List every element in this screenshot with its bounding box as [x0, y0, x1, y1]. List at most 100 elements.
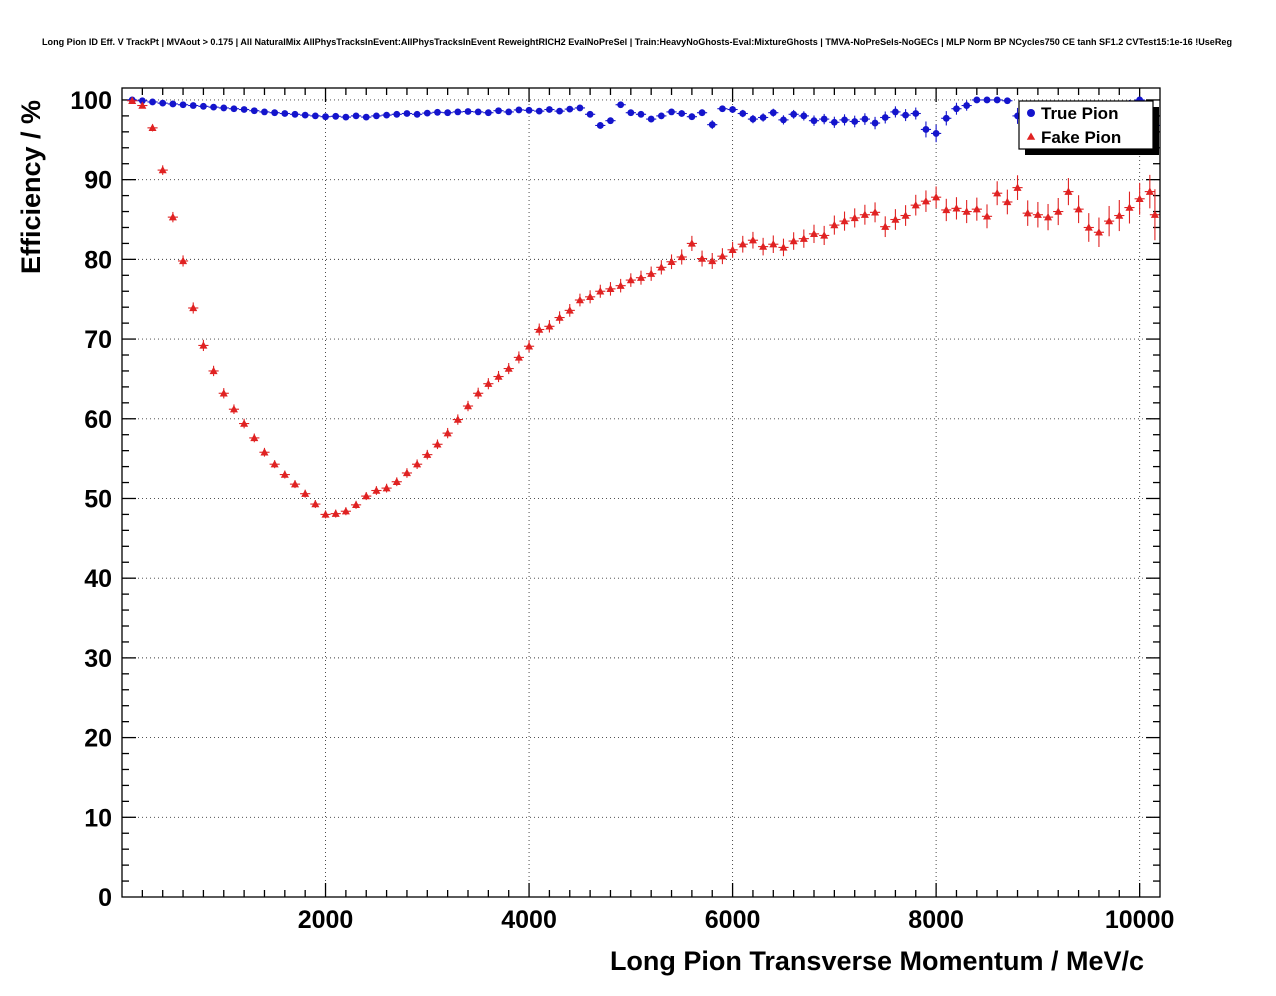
data-point: [891, 215, 900, 223]
data-point: [657, 112, 665, 120]
data-point: [301, 111, 309, 119]
data-point: [341, 507, 350, 515]
data-point: [993, 189, 1002, 197]
x-axis-title: Long Pion Transverse Momentum / MeV/c: [610, 946, 1144, 976]
data-point: [677, 252, 686, 261]
data-point: [229, 405, 238, 413]
data-point: [383, 111, 390, 119]
data-point: [179, 101, 187, 109]
data-point: [728, 245, 737, 253]
data-point: [1074, 204, 1083, 213]
data-point: [687, 239, 696, 247]
data-point: [209, 366, 218, 375]
data-point: [748, 236, 757, 244]
data-point: [657, 263, 666, 271]
data-point: [392, 477, 401, 485]
data-point: [1145, 187, 1154, 195]
data-point: [932, 130, 940, 137]
svg-text:60: 60: [84, 406, 112, 434]
data-point: [434, 108, 441, 116]
fake-pion-marker-icon: [1026, 132, 1036, 140]
data-point: [403, 110, 411, 117]
data-point: [189, 102, 197, 109]
data-point: [719, 105, 726, 113]
data-point: [942, 114, 950, 122]
data-point: [464, 401, 472, 410]
data-point: [973, 96, 981, 104]
data-point: [698, 254, 707, 262]
data-point: [637, 273, 645, 281]
series-true-pion: [127, 96, 1160, 143]
data-point: [1013, 183, 1022, 191]
data-point: [149, 98, 156, 106]
data-point: [871, 208, 880, 216]
data-point: [138, 97, 146, 105]
data-point: [596, 287, 605, 295]
data-point: [606, 284, 615, 293]
svg-text:0: 0: [98, 884, 112, 912]
data-point: [200, 102, 207, 110]
data-point: [1105, 216, 1114, 225]
data-point: [504, 364, 513, 372]
data-point: [240, 106, 248, 113]
data-point: [1054, 207, 1063, 215]
data-point: [921, 196, 930, 205]
data-point: [158, 165, 167, 174]
data-point: [1033, 210, 1042, 218]
svg-text:30: 30: [84, 645, 112, 673]
x-axis-labels: 2000 4000 6000 8000 10000: [298, 906, 1175, 934]
data-point: [667, 257, 676, 265]
data-point: [759, 242, 768, 250]
data-point: [514, 353, 523, 361]
data-point: [362, 491, 371, 500]
data-point: [280, 470, 289, 478]
data-point: [352, 112, 360, 120]
data-point: [830, 220, 839, 229]
data-point: [1150, 210, 1159, 218]
data-point: [494, 372, 503, 380]
data-point: [525, 342, 534, 350]
y-axis-labels: 0 10 20 30 40 50 60 70 80 90 100: [70, 87, 112, 912]
data-point: [850, 213, 859, 222]
data-point: [433, 440, 442, 448]
data-point: [413, 460, 422, 468]
data-point: [332, 112, 340, 120]
data-point: [210, 103, 217, 111]
data-point: [1044, 212, 1053, 221]
data-point: [902, 111, 909, 119]
data-point: [301, 489, 310, 497]
data-point: [454, 108, 462, 116]
data-point: [443, 428, 452, 437]
data-point: [729, 106, 736, 113]
data-point: [647, 115, 655, 123]
data-point: [790, 110, 798, 118]
data-point: [860, 210, 869, 218]
data-point: [871, 119, 879, 127]
data-point: [678, 110, 686, 117]
data-point: [566, 105, 574, 113]
data-point: [199, 341, 208, 349]
data-point: [138, 101, 147, 109]
data-point: [586, 110, 594, 118]
data-point: [1003, 97, 1011, 105]
data-point: [892, 108, 899, 116]
data-point: [464, 108, 472, 115]
data-point: [789, 236, 798, 245]
data-point: [749, 115, 757, 123]
data-point: [739, 110, 747, 117]
data-point: [556, 107, 563, 115]
data-point: [881, 114, 889, 121]
plot-title: Long Pion ID Eff. V TrackPt | MVAout > 0…: [42, 37, 1232, 48]
plot-frame: [121, 87, 1161, 898]
data-point: [799, 234, 808, 242]
data-point: [617, 101, 625, 109]
data-point: [668, 108, 675, 116]
data-point: [1115, 211, 1124, 219]
data-point: [810, 117, 818, 125]
data-point: [586, 292, 595, 301]
data-point: [260, 448, 269, 456]
data-point: [922, 126, 930, 133]
svg-text:40: 40: [84, 565, 112, 593]
data-point: [291, 110, 299, 118]
